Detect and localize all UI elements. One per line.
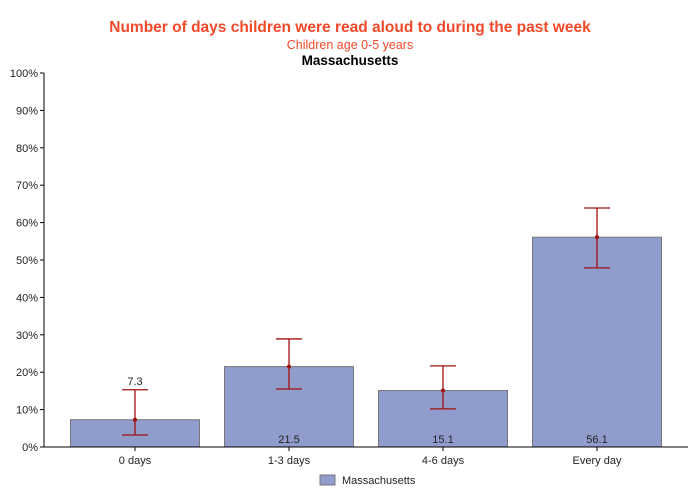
y-tick-label: 20%: [16, 367, 38, 379]
x-tick-label: 4-6 days: [422, 455, 465, 467]
y-tick-label: 90%: [16, 105, 38, 117]
y-tick-label: 60%: [16, 218, 38, 230]
y-tick-label: 80%: [16, 143, 38, 155]
y-tick-label: 10%: [16, 405, 38, 417]
point-estimate: [441, 388, 445, 393]
y-tick-label: 40%: [16, 292, 38, 304]
x-tick-label: 0 days: [119, 455, 152, 467]
data-label: 56.1: [586, 434, 607, 446]
chart-geography: Massachusetts: [301, 53, 399, 68]
chart-title: Number of days children were read aloud …: [109, 19, 591, 36]
data-label: 7.3: [127, 376, 142, 388]
data-label: 15.1: [432, 434, 453, 446]
point-estimate: [287, 364, 291, 369]
x-tick-label: Every day: [573, 455, 622, 467]
chart-subtitle: Children age 0-5 years: [286, 38, 414, 52]
y-tick-label: 70%: [16, 180, 38, 192]
legend-label: Massachusetts: [342, 475, 416, 487]
y-tick-label: 30%: [16, 330, 38, 342]
point-estimate: [133, 417, 137, 422]
bar: [532, 236, 662, 448]
x-tick-label: 1-3 days: [268, 455, 311, 467]
y-tick-label: 100%: [10, 68, 38, 80]
y-tick-label: 50%: [16, 255, 38, 267]
legend-swatch: [319, 474, 336, 486]
data-label: 21.5: [278, 434, 299, 446]
point-estimate: [595, 235, 599, 240]
y-tick-label: 0%: [22, 442, 38, 454]
